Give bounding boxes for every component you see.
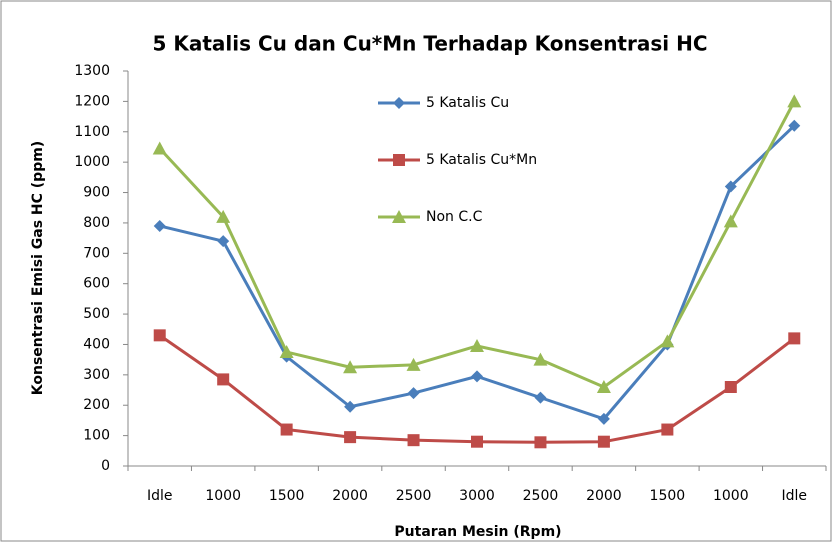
x-tick-label: 1500 bbox=[269, 488, 305, 504]
marker bbox=[153, 329, 166, 342]
x-tick-label: 1000 bbox=[713, 488, 749, 504]
x-tick-label: 1000 bbox=[205, 488, 241, 504]
marker bbox=[343, 360, 358, 374]
x-tick-label: 3000 bbox=[459, 488, 495, 504]
marker bbox=[533, 352, 548, 366]
marker bbox=[724, 381, 737, 393]
marker bbox=[660, 334, 675, 348]
marker bbox=[344, 400, 357, 413]
marker bbox=[788, 332, 801, 345]
marker bbox=[534, 391, 547, 404]
marker bbox=[344, 431, 357, 444]
legend-marker bbox=[393, 97, 405, 109]
y-tick-label: 1100 bbox=[74, 124, 110, 140]
x-tick-label: Idle bbox=[782, 488, 808, 504]
legend-label: 5 Katalis Cu*Mn bbox=[426, 152, 537, 168]
y-tick-label: 200 bbox=[83, 397, 110, 413]
y-tick-label: 0 bbox=[101, 458, 110, 474]
x-tick-label: Idle bbox=[147, 488, 173, 504]
marker bbox=[597, 412, 610, 425]
x-tick-label: 2000 bbox=[586, 488, 622, 504]
marker bbox=[470, 338, 484, 352]
y-tick-label: 1000 bbox=[74, 154, 110, 170]
marker bbox=[152, 141, 167, 155]
marker bbox=[216, 209, 231, 223]
y-tick-label: 300 bbox=[83, 367, 110, 383]
marker bbox=[407, 434, 420, 447]
marker bbox=[217, 373, 230, 386]
legend-label: 5 Katalis Cu bbox=[426, 95, 509, 111]
x-tick-label: 2500 bbox=[396, 488, 432, 504]
marker bbox=[597, 435, 610, 448]
y-tick-label: 1300 bbox=[74, 63, 110, 79]
x-axis-title: Putaran Mesin (Rpm) bbox=[394, 524, 561, 540]
marker bbox=[471, 370, 483, 383]
x-tick-label: 2000 bbox=[332, 488, 368, 504]
marker bbox=[788, 119, 801, 132]
y-tick-label: 1200 bbox=[74, 93, 110, 109]
x-tick-label: 2500 bbox=[523, 488, 559, 504]
y-tick-label: 400 bbox=[83, 336, 110, 352]
x-tick-label: 1500 bbox=[650, 488, 686, 504]
y-tick-label: 500 bbox=[83, 306, 110, 322]
y-tick-label: 700 bbox=[83, 245, 110, 261]
y-tick-label: 800 bbox=[83, 215, 110, 231]
legend-label: Non C.C bbox=[426, 209, 483, 225]
y-tick-label: 600 bbox=[83, 276, 110, 292]
legend-marker bbox=[392, 210, 406, 223]
legend-marker bbox=[393, 154, 405, 166]
marker bbox=[723, 214, 738, 228]
marker bbox=[596, 380, 611, 393]
marker bbox=[280, 423, 293, 436]
y-axis-title: Konsentrasi Emisi Gas HC (ppm) bbox=[30, 141, 46, 395]
marker bbox=[724, 180, 737, 193]
marker bbox=[407, 387, 420, 400]
marker bbox=[217, 235, 230, 248]
marker bbox=[279, 345, 294, 359]
y-tick-label: 100 bbox=[83, 428, 110, 444]
chart-title: 5 Katalis Cu dan Cu*Mn Terhadap Konsentr… bbox=[152, 32, 707, 56]
marker bbox=[471, 435, 483, 448]
marker bbox=[661, 423, 674, 436]
marker bbox=[153, 219, 166, 232]
marker bbox=[406, 357, 421, 371]
y-tick-label: 900 bbox=[83, 185, 110, 201]
marker bbox=[787, 94, 802, 108]
marker bbox=[534, 436, 547, 449]
